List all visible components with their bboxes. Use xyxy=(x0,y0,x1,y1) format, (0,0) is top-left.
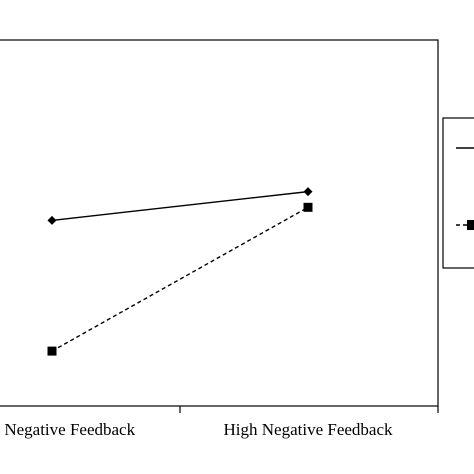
legend-frame xyxy=(442,117,474,269)
series-1-line xyxy=(51,190,309,222)
plot-area xyxy=(0,39,439,407)
series-2-point-2 xyxy=(303,202,313,212)
series-1-point-1 xyxy=(47,215,57,225)
series-layer xyxy=(47,187,313,356)
legend-marker-square xyxy=(467,220,474,230)
series-2-point-1 xyxy=(47,346,57,356)
legend-box xyxy=(442,117,474,269)
series-1-point-2 xyxy=(303,187,313,197)
x-tick-label-high: High Negative Feedback xyxy=(224,420,393,439)
x-tick-label-low: Low Negative Feedback xyxy=(0,420,136,439)
